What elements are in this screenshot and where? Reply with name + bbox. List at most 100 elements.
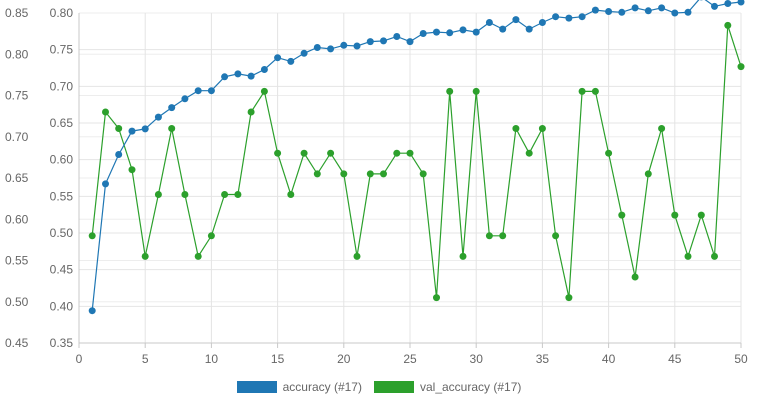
data-point-val-accuracy bbox=[446, 87, 454, 95]
data-point-accuracy bbox=[631, 4, 639, 12]
data-point-val-accuracy bbox=[605, 149, 613, 157]
data-point-val-accuracy bbox=[327, 149, 335, 157]
data-point-val-accuracy bbox=[658, 125, 666, 132]
data-point-val-accuracy bbox=[485, 232, 493, 240]
legend-label-val-accuracy: val_accuracy (#17) bbox=[419, 380, 522, 394]
legend-item-accuracy[interactable]: accuracy (#17) bbox=[236, 380, 362, 394]
data-point-val-accuracy bbox=[247, 108, 255, 116]
data-point-accuracy bbox=[194, 87, 202, 95]
data-point-val-accuracy bbox=[419, 170, 427, 178]
data-point-val-accuracy bbox=[102, 108, 109, 116]
right-tick-label: 0.70 bbox=[5, 130, 29, 144]
data-point-val-accuracy bbox=[141, 252, 149, 260]
data-point-val-accuracy bbox=[128, 166, 136, 174]
data-point-accuracy bbox=[88, 307, 96, 315]
series-line-accuracy bbox=[91, 0, 742, 311]
data-point-val-accuracy bbox=[697, 211, 705, 219]
data-point-accuracy bbox=[406, 38, 414, 46]
x-tick-label: 15 bbox=[271, 352, 285, 366]
data-point-val-accuracy bbox=[194, 252, 202, 260]
right-tick-label: 0.55 bbox=[5, 254, 29, 268]
data-point-accuracy bbox=[168, 104, 176, 112]
data-point-val-accuracy bbox=[168, 125, 176, 132]
data-point-val-accuracy bbox=[340, 170, 348, 178]
data-point-accuracy bbox=[684, 8, 692, 16]
data-point-accuracy bbox=[102, 180, 109, 188]
data-point-accuracy bbox=[724, 0, 732, 7]
x-tick-label: 10 bbox=[205, 352, 219, 366]
data-point-val-accuracy bbox=[366, 170, 374, 178]
left-tick-label: 0.50 bbox=[50, 226, 74, 240]
data-point-val-accuracy bbox=[565, 294, 573, 302]
data-point-accuracy bbox=[353, 42, 361, 50]
data-point-val-accuracy bbox=[115, 125, 123, 132]
data-point-accuracy bbox=[419, 30, 427, 37]
data-point-val-accuracy bbox=[234, 191, 242, 198]
data-point-val-accuracy bbox=[380, 170, 387, 178]
left-tick-label: 0.40 bbox=[50, 299, 74, 313]
x-tick-label: 20 bbox=[337, 352, 351, 366]
data-point-accuracy bbox=[591, 6, 599, 14]
data-point-accuracy bbox=[578, 13, 586, 21]
data-point-accuracy bbox=[380, 37, 387, 45]
data-point-val-accuracy bbox=[684, 252, 692, 260]
data-point-val-accuracy bbox=[591, 87, 599, 95]
data-point-val-accuracy bbox=[512, 125, 520, 132]
legend-item-val-accuracy[interactable]: val_accuracy (#17) bbox=[373, 380, 522, 394]
x-tick-label: 30 bbox=[470, 352, 484, 366]
right-tick-label: 0.50 bbox=[5, 295, 29, 309]
left-tick-label: 0.60 bbox=[50, 153, 74, 167]
data-point-accuracy bbox=[618, 8, 626, 16]
left-tick-label: 0.35 bbox=[50, 336, 74, 350]
data-point-accuracy bbox=[260, 66, 268, 73]
left-tick-label: 0.55 bbox=[50, 189, 74, 203]
data-point-accuracy bbox=[128, 127, 136, 135]
data-point-val-accuracy bbox=[472, 87, 480, 95]
data-point-accuracy bbox=[711, 2, 718, 10]
right-tick-label: 0.65 bbox=[5, 171, 29, 185]
data-point-val-accuracy bbox=[538, 125, 546, 132]
data-point-accuracy bbox=[141, 125, 149, 133]
data-point-accuracy bbox=[459, 26, 467, 34]
left-y-axis: 0.80 0.75 0.70 0.65 0.60 0.55 0.50 0.45 0.40 0.35 bbox=[50, 6, 80, 350]
data-point-val-accuracy bbox=[671, 211, 679, 219]
x-tick-label: 0 bbox=[76, 352, 83, 366]
data-point-val-accuracy bbox=[406, 149, 414, 157]
x-tick-label: 45 bbox=[668, 352, 682, 366]
data-point-accuracy bbox=[433, 28, 440, 36]
data-point-accuracy bbox=[671, 9, 679, 17]
data-point-val-accuracy bbox=[499, 232, 507, 240]
data-point-accuracy bbox=[658, 4, 666, 12]
left-tick-label: 0.45 bbox=[50, 263, 74, 277]
data-point-accuracy bbox=[313, 44, 321, 51]
x-axis: 0 5 10 15 20 25 30 35 40 45 50 bbox=[76, 342, 748, 366]
x-tick-label: 50 bbox=[734, 352, 748, 366]
series-layer bbox=[88, 0, 745, 315]
right-tick-label: 0.60 bbox=[5, 212, 29, 226]
data-point-accuracy bbox=[565, 14, 573, 22]
data-point-val-accuracy bbox=[88, 232, 96, 240]
legend-label-accuracy: accuracy (#17) bbox=[282, 380, 362, 394]
data-point-val-accuracy bbox=[525, 149, 533, 157]
right-tick-label: 0.85 bbox=[5, 6, 29, 20]
data-point-val-accuracy bbox=[459, 252, 467, 260]
data-point-accuracy bbox=[552, 13, 560, 21]
data-point-val-accuracy bbox=[724, 21, 732, 29]
series-line-val-accuracy bbox=[91, 25, 742, 298]
data-point-accuracy bbox=[525, 25, 533, 33]
data-point-val-accuracy bbox=[154, 191, 162, 198]
data-point-val-accuracy bbox=[274, 149, 282, 157]
data-point-accuracy bbox=[446, 29, 454, 37]
data-point-accuracy bbox=[207, 87, 215, 95]
grid bbox=[78, 12, 742, 344]
data-point-accuracy bbox=[605, 8, 613, 15]
data-point-accuracy bbox=[154, 113, 162, 121]
data-point-accuracy bbox=[393, 33, 401, 40]
data-point-val-accuracy bbox=[221, 191, 229, 198]
data-point-accuracy bbox=[287, 57, 295, 65]
data-point-val-accuracy bbox=[207, 232, 215, 240]
data-point-accuracy bbox=[485, 19, 493, 26]
data-point-accuracy bbox=[472, 28, 480, 36]
data-point-val-accuracy bbox=[711, 252, 718, 260]
